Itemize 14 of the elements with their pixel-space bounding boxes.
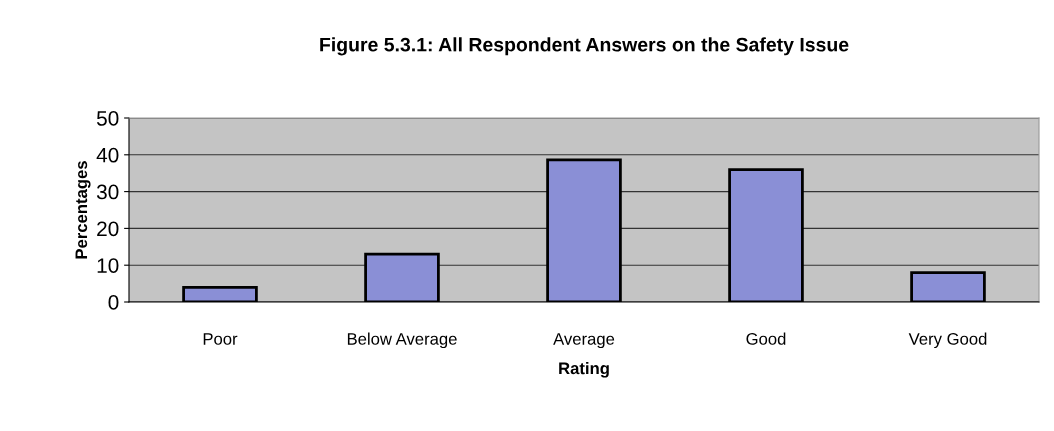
chart-title: Figure 5.3.1: All Respondent Answers on the Safety Issue [320,37,849,56]
x-tick-label: Average [553,333,615,349]
y-tick-label: 30 [96,184,119,200]
y-tick-label: 0 [108,295,119,310]
y-tick-label: 10 [97,258,119,273]
x-tick-label: Poor [203,333,238,345]
y-axis-title: Percentages [75,161,91,259]
x-axis-title: Rating [559,361,609,378]
y-tick-label: 40 [96,147,119,163]
x-tick-label: Good [746,332,786,345]
y-tick-label: 20 [97,221,119,237]
x-tick-label: Below Average [347,332,457,349]
x-tick-label: Very Good [908,332,987,349]
y-tick-label: 50 [96,111,119,126]
